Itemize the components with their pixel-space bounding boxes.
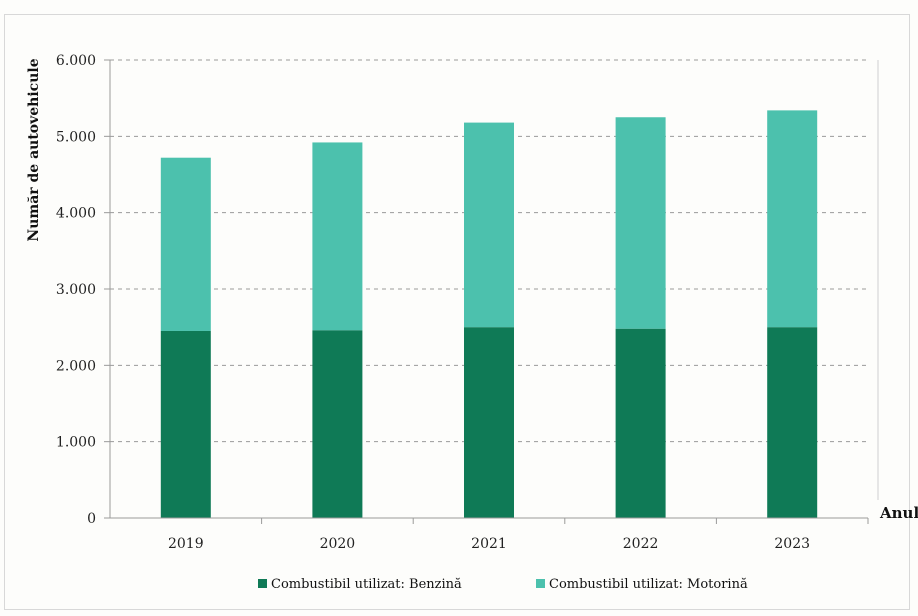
legend: Combustibil utilizat: Benzină Combustibil… [258, 577, 748, 592]
x-tick-label: 2020 [320, 536, 356, 552]
bar-segment-benzina [615, 328, 666, 518]
y-tick-label: 2.000 [56, 358, 96, 374]
bar-segment-motorina [160, 157, 211, 331]
bar-segment-motorina [464, 122, 514, 328]
legend-swatch [258, 579, 267, 588]
chart-frame [4, 14, 910, 610]
bar-segment-motorina [615, 117, 666, 329]
legend-swatch [536, 579, 545, 588]
y-tick-label: 5.000 [56, 129, 96, 145]
y-tick-label: 6.000 [56, 53, 96, 69]
y-tick-label: 3.000 [56, 282, 96, 298]
x-tick-labels: 2019 2020 2021 2022 2023 [168, 536, 810, 552]
y-axis-label: Număr de autovehicule [26, 58, 42, 241]
axes [109, 60, 879, 519]
y-tick-label: 0 [87, 511, 96, 527]
bar-segment-benzina [464, 327, 514, 518]
bar-segment-motorina [767, 110, 818, 328]
x-axis-label: Anul [879, 504, 918, 522]
legend-label: Combustibil utilizat: Motorină [549, 577, 748, 592]
x-tick-label: 2023 [774, 536, 810, 552]
bar-segment-benzina [312, 330, 363, 518]
x-tick-label: 2021 [471, 536, 507, 552]
y-tick-labels: 0 1.000 2.000 3.000 4.000 5.000 6.000 [56, 53, 96, 527]
x-tick-label: 2019 [168, 536, 204, 552]
bar-segment-motorina [312, 142, 363, 331]
y-tick-label: 1.000 [56, 435, 96, 451]
bar-segment-benzina [767, 327, 818, 518]
x-tick-label: 2022 [623, 536, 659, 552]
y-tick-label: 4.000 [56, 206, 96, 222]
bar-segment-benzina [160, 330, 211, 518]
legend-label: Combustibil utilizat: Benzină [271, 577, 462, 592]
bars [160, 110, 818, 518]
